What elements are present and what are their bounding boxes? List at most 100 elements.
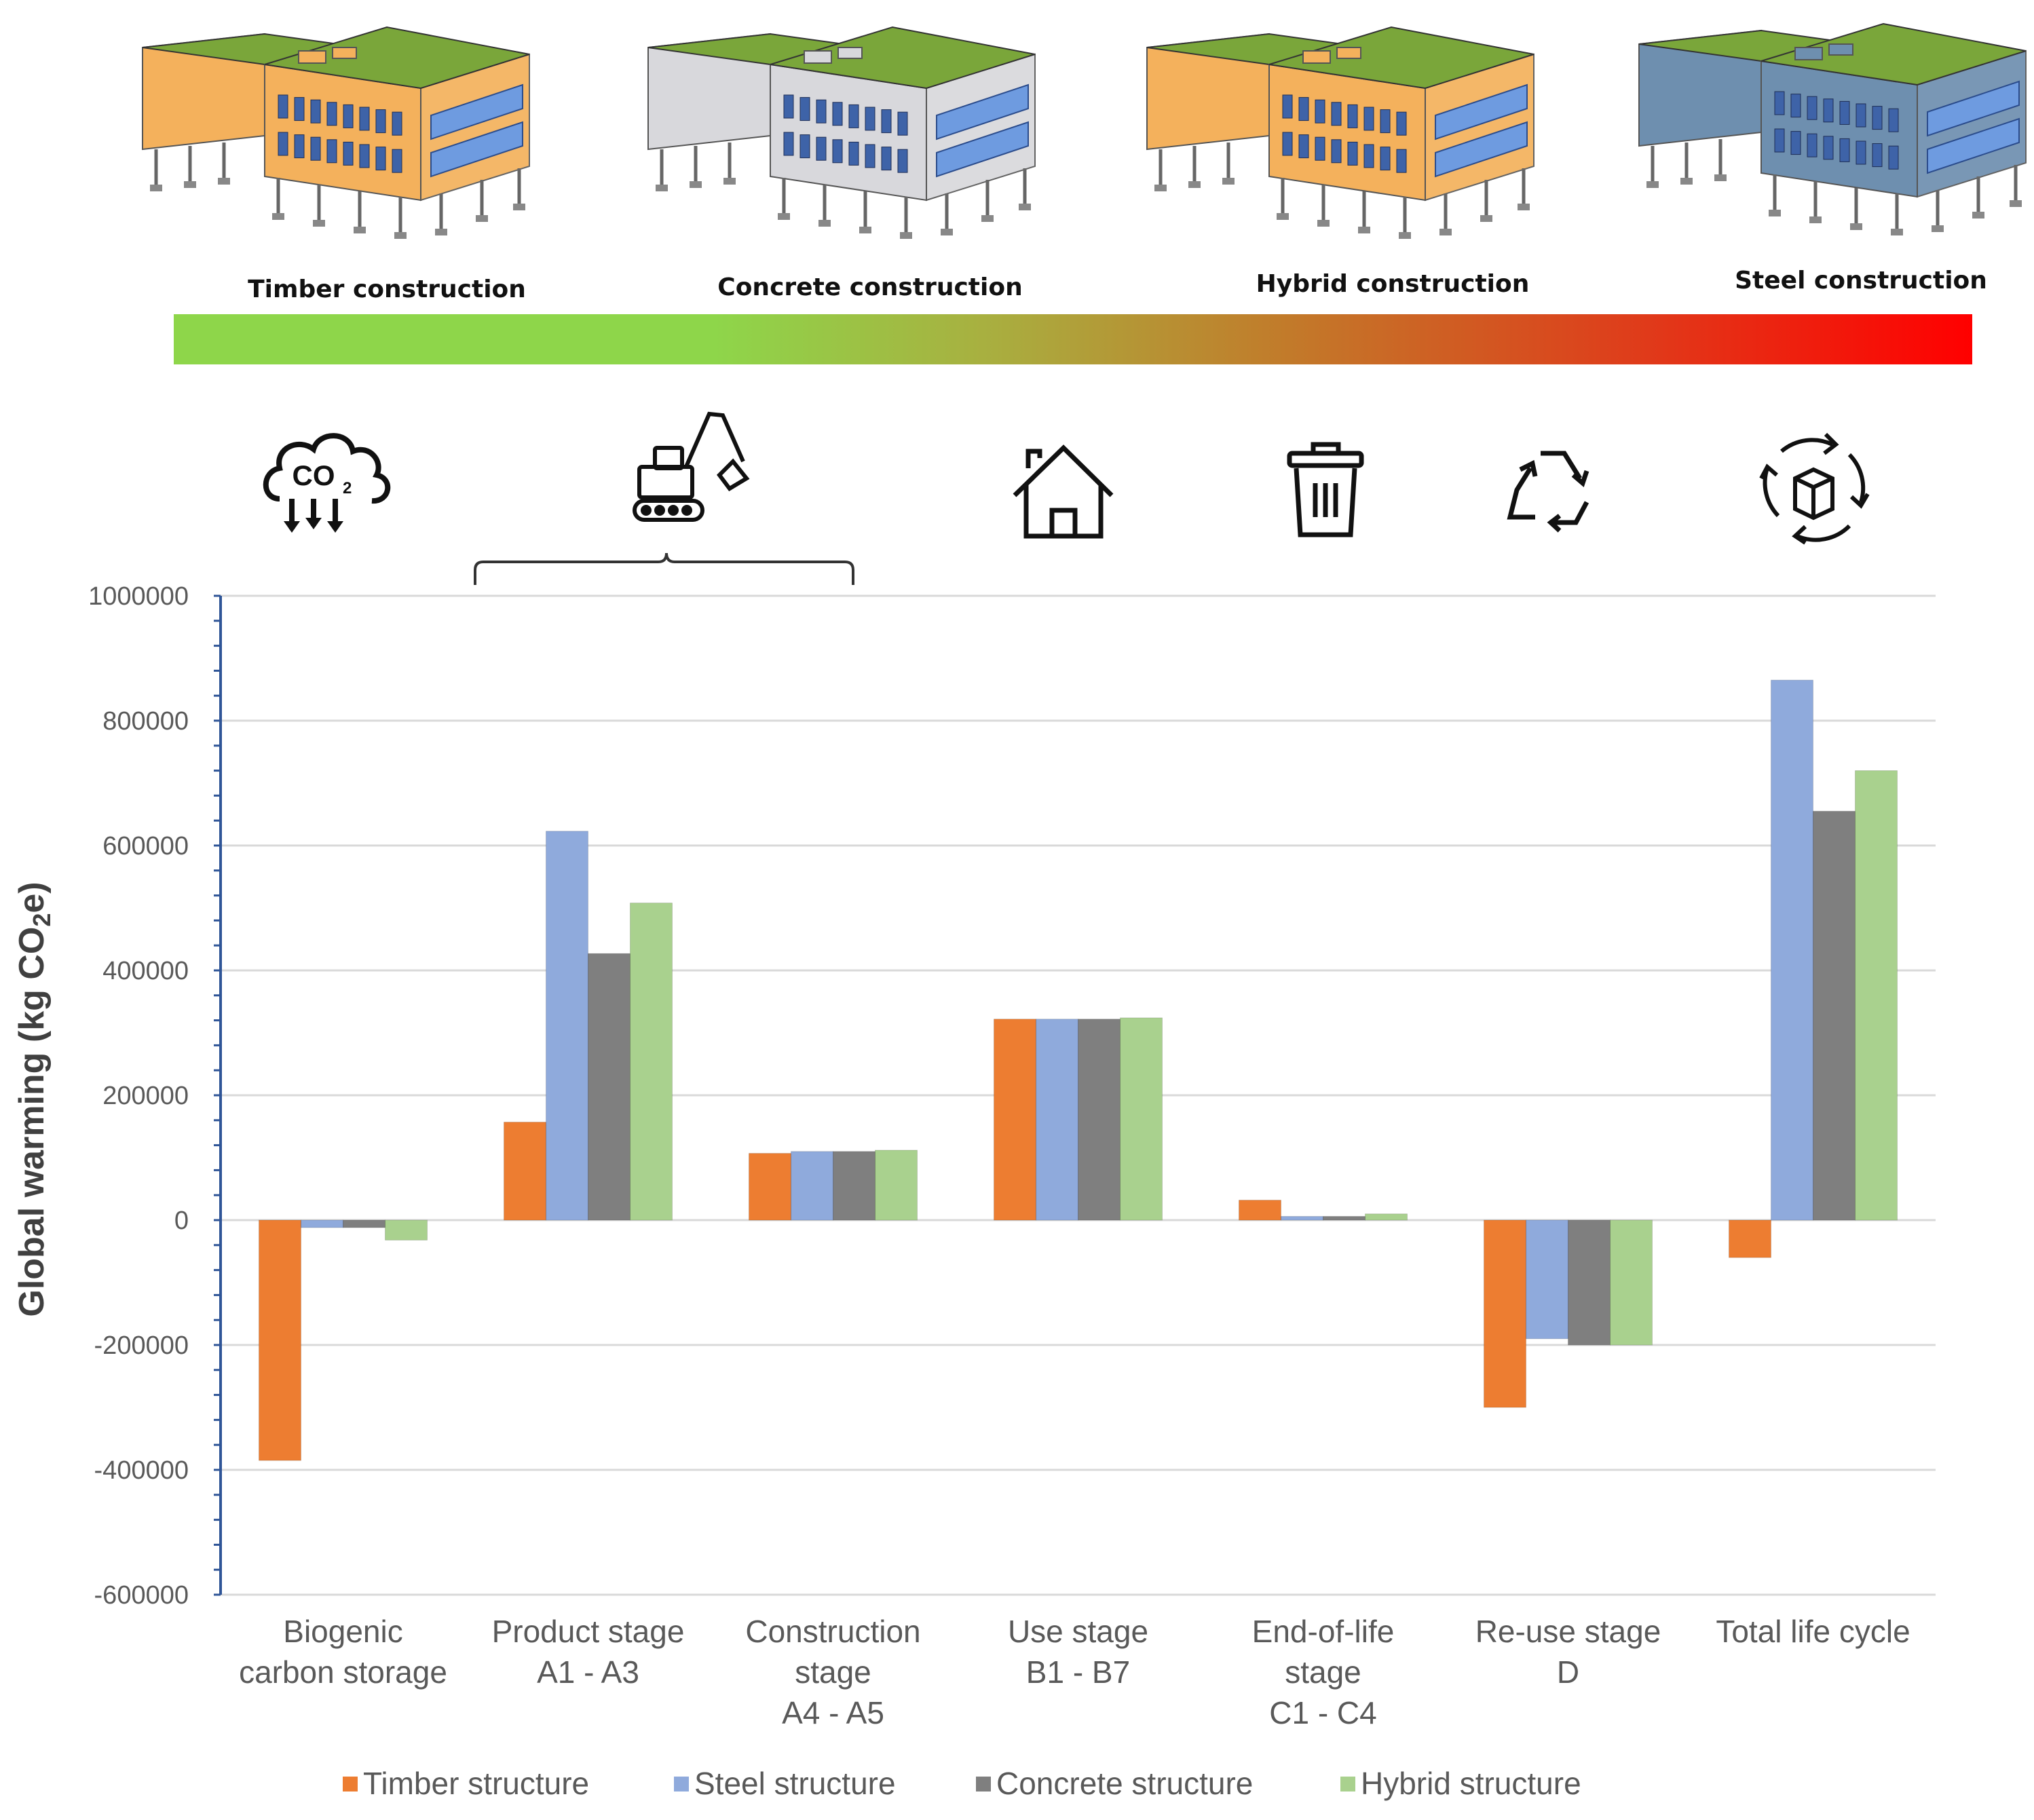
- cloud-outline: [263, 433, 391, 504]
- window: [865, 144, 875, 168]
- excavator-cab: [637, 465, 694, 499]
- bar-timber-5: [1484, 1219, 1526, 1408]
- footing: [394, 232, 407, 239]
- footing: [1850, 223, 1862, 230]
- cycle-head-2: [1849, 493, 1870, 509]
- house-icon: [1013, 444, 1114, 539]
- bar-concrete-5: [1568, 1219, 1611, 1346]
- recycle-icon: [1507, 451, 1589, 533]
- footing: [1972, 212, 1984, 219]
- track-wheel-3: [668, 505, 679, 516]
- bar-steel-5: [1526, 1219, 1568, 1340]
- footing: [1809, 216, 1822, 223]
- life-cycle-icon: [1759, 432, 1870, 545]
- window: [1380, 109, 1391, 134]
- window: [1298, 97, 1309, 121]
- y-tick-labels: 1000000 800000 600000 400000 200000 0 -200000 -…: [88, 582, 189, 1610]
- bar-timber-1: [504, 1122, 546, 1221]
- window: [1298, 134, 1309, 159]
- y-axis-title-tail: e): [12, 881, 52, 913]
- window: [1839, 138, 1850, 162]
- y-axis-title-sub: 2: [28, 913, 56, 927]
- window: [1331, 102, 1342, 126]
- footing: [1439, 229, 1452, 235]
- bar-hybrid-0: [385, 1219, 428, 1240]
- bar-hybrid-1: [630, 903, 673, 1221]
- category-label-line: Construction: [745, 1614, 920, 1649]
- cycle-arc-1: [1780, 438, 1834, 453]
- main-roof: [1760, 22, 2027, 86]
- window: [1363, 107, 1374, 131]
- roof-unit: [1794, 47, 1823, 60]
- bar-timber-6: [1729, 1219, 1771, 1258]
- side-glazing: [1927, 117, 2020, 174]
- bar-hybrid-5: [1610, 1219, 1653, 1346]
- side-glazing: [1927, 80, 2020, 137]
- co2-subscript: 2: [343, 479, 352, 497]
- window: [326, 139, 337, 164]
- window: [392, 149, 402, 173]
- bin-handle: [1311, 442, 1341, 453]
- window: [848, 141, 859, 166]
- window: [359, 144, 370, 168]
- window: [832, 139, 843, 164]
- footing: [778, 213, 790, 220]
- co2-text: CO: [293, 459, 335, 491]
- window: [1888, 145, 1899, 170]
- house-chimney: [1025, 449, 1042, 468]
- window: [294, 134, 305, 159]
- footing: [1019, 204, 1031, 210]
- footing: [354, 227, 366, 233]
- window: [1872, 106, 1883, 130]
- co2-storage-icon: CO 2: [263, 433, 391, 533]
- excavator-window: [653, 446, 684, 470]
- bar-timber-3: [994, 1019, 1036, 1221]
- category-label-6: Total life cycle: [1716, 1614, 1910, 1649]
- bar-timber-0: [259, 1219, 301, 1461]
- category-label-line: Product stage: [492, 1614, 685, 1649]
- y-axis-title-main: Global warming (kg CO: [12, 927, 52, 1317]
- bar-hybrid-3: [1120, 1017, 1163, 1221]
- window: [1282, 132, 1293, 156]
- category-label-2: Construction stage A4 - A5: [745, 1614, 920, 1730]
- building-illustrations: [142, 22, 2027, 239]
- window: [1888, 108, 1899, 132]
- recycle-arrow-2: [1554, 501, 1589, 525]
- cycle-box: [1793, 467, 1834, 520]
- window: [1380, 147, 1391, 171]
- footing: [435, 229, 447, 235]
- window: [278, 132, 288, 156]
- footing: [313, 220, 325, 227]
- roof-unit: [804, 50, 832, 64]
- window: [897, 111, 908, 136]
- recycle-arrow-3: [1507, 467, 1535, 520]
- legend-swatch-steel: [674, 1777, 689, 1791]
- bin-lid: [1287, 451, 1364, 468]
- bar-timber-2: [749, 1153, 791, 1221]
- footing: [513, 204, 525, 210]
- window: [1839, 100, 1850, 125]
- roof-unit: [332, 47, 357, 59]
- footing: [1518, 204, 1530, 210]
- bar-chart: 1000000 800000 600000 400000 200000 0 -200000 -…: [12, 582, 1936, 1801]
- footing: [272, 213, 284, 220]
- footing: [1317, 220, 1330, 227]
- side-glazing: [936, 121, 1029, 178]
- footing: [150, 185, 162, 191]
- bar-concrete-2: [833, 1151, 875, 1221]
- label-concrete-construction: Concrete construction: [717, 273, 1022, 301]
- window: [1347, 104, 1358, 128]
- cycle-arc-2: [1847, 453, 1866, 503]
- category-label-4: End-of-life stage C1 - C4: [1252, 1614, 1395, 1730]
- recycle-head-1: [1571, 470, 1589, 488]
- footing: [690, 181, 702, 188]
- window: [359, 107, 370, 131]
- window: [1347, 141, 1358, 166]
- footing: [1399, 232, 1411, 239]
- legend-label-steel: Steel structure: [694, 1766, 896, 1801]
- y-tick-label: 200000: [102, 1082, 189, 1110]
- window: [799, 134, 810, 159]
- bar-steel-2: [791, 1151, 833, 1221]
- category-label-line: A1 - A3: [537, 1654, 639, 1690]
